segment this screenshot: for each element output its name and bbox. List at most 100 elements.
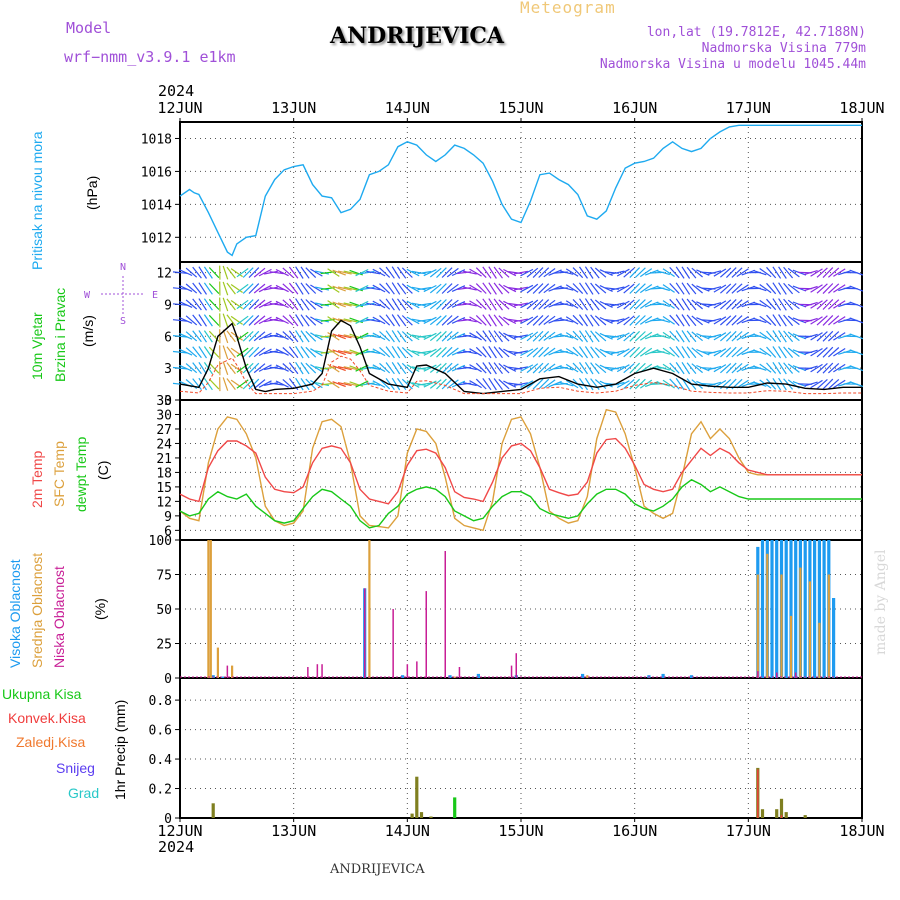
wind-barb bbox=[475, 299, 487, 310]
wind-barb bbox=[669, 378, 680, 390]
wind-barb bbox=[513, 350, 529, 355]
wind-barb bbox=[208, 298, 220, 310]
wind-barb bbox=[417, 302, 432, 307]
wind-unit: (m/s) bbox=[80, 315, 96, 347]
wind-barb bbox=[397, 266, 407, 279]
wind-barb bbox=[584, 346, 594, 359]
wind-barb bbox=[172, 271, 188, 274]
low-cloud-bar bbox=[510, 665, 513, 678]
high-cloud-bar bbox=[822, 540, 826, 678]
wind-barb bbox=[634, 346, 646, 358]
y-tick-label: 0.4 bbox=[149, 753, 173, 768]
wind-barb bbox=[269, 334, 284, 338]
mid-cloud-bar bbox=[368, 540, 371, 678]
wind-barb bbox=[675, 282, 685, 295]
wind-barb bbox=[787, 299, 800, 310]
wind-barb bbox=[538, 346, 550, 358]
high-cloud-bar bbox=[803, 540, 807, 678]
lonlat: lon,lat (19.7812E, 42.7188N) bbox=[646, 25, 866, 40]
wind-barb bbox=[584, 298, 594, 311]
wind-barb bbox=[397, 362, 407, 375]
wind-barb bbox=[725, 267, 737, 279]
wind-barb bbox=[493, 298, 503, 311]
wind-barb bbox=[429, 283, 442, 294]
wind-barb bbox=[475, 346, 487, 358]
wind-barb bbox=[681, 330, 691, 343]
wind-barb bbox=[236, 331, 249, 341]
sfc-temp-line bbox=[179, 408, 862, 532]
wind-barb bbox=[315, 286, 330, 291]
wind-barb bbox=[520, 268, 534, 277]
wind-barb bbox=[185, 315, 198, 326]
wind-barb bbox=[559, 334, 574, 339]
wind-barb bbox=[406, 348, 420, 357]
wind-barb bbox=[662, 363, 675, 373]
wind-barb bbox=[446, 363, 459, 373]
wind-barb bbox=[226, 378, 236, 390]
wind-barb bbox=[366, 366, 381, 370]
wind-barb bbox=[242, 283, 254, 294]
wind-barb bbox=[208, 314, 220, 326]
wind-barb bbox=[822, 330, 834, 342]
wind-barb bbox=[269, 350, 284, 354]
wind-barb bbox=[185, 347, 198, 358]
wind-barb bbox=[822, 378, 834, 390]
high-cloud-bar bbox=[401, 675, 405, 678]
wind-barb bbox=[720, 331, 732, 342]
wind-barb bbox=[275, 380, 289, 388]
pressure-unit: (hPa) bbox=[84, 175, 100, 210]
wind-barb bbox=[572, 330, 584, 342]
wind-barb bbox=[623, 363, 635, 374]
wind-barb bbox=[423, 269, 437, 277]
wind-barb bbox=[475, 362, 487, 374]
pressure-series-line bbox=[179, 124, 862, 257]
time-tick-label-top: 18JUN bbox=[839, 99, 884, 117]
wind-barb bbox=[772, 266, 782, 279]
wind-barb bbox=[778, 298, 787, 311]
wind-barb bbox=[441, 346, 453, 358]
wind-barb bbox=[590, 346, 600, 359]
wind-barb bbox=[725, 346, 737, 358]
wind-barb bbox=[258, 268, 272, 277]
mid-cloud-bar bbox=[780, 574, 783, 678]
wind-barb bbox=[629, 346, 641, 358]
wind-barb bbox=[662, 331, 675, 341]
wind-barb bbox=[752, 301, 767, 308]
wind-barb bbox=[263, 286, 278, 291]
wind-barb bbox=[385, 298, 395, 311]
wind-barb bbox=[783, 314, 794, 327]
time-tick-label-top: 14JUN bbox=[385, 99, 430, 117]
wind-barb bbox=[778, 266, 787, 279]
wind-barb bbox=[446, 267, 459, 278]
wind-barb bbox=[493, 362, 503, 375]
total-precip-bar bbox=[410, 813, 414, 818]
wind-barb bbox=[513, 382, 529, 386]
wind-barb bbox=[639, 315, 653, 325]
wind-barb bbox=[532, 283, 544, 294]
wind-barb bbox=[343, 366, 358, 371]
mid-cloud-bar bbox=[453, 676, 456, 678]
y-tick-label: 21 bbox=[156, 452, 172, 467]
wind-barb bbox=[198, 330, 208, 343]
wind-barb bbox=[397, 282, 407, 295]
wind-barb bbox=[783, 266, 794, 279]
wind-barb bbox=[258, 316, 272, 325]
t2m-line bbox=[179, 437, 862, 505]
sfc-label: SFC Temp bbox=[51, 441, 67, 507]
wind-barb bbox=[498, 362, 510, 374]
wind-barb bbox=[406, 364, 420, 373]
wind-barb bbox=[275, 268, 289, 277]
wind-barb bbox=[623, 267, 635, 278]
total-precip-bar bbox=[784, 812, 788, 818]
wind-barb bbox=[488, 361, 497, 375]
wind-barb bbox=[441, 299, 453, 310]
wind-barb bbox=[849, 349, 864, 356]
wind-barb bbox=[634, 362, 646, 374]
wind-barb bbox=[725, 362, 737, 374]
wind-barb bbox=[203, 298, 213, 311]
wind-barb bbox=[731, 331, 743, 342]
mid-cloud-bar bbox=[818, 622, 821, 678]
wind-barb bbox=[833, 332, 846, 341]
wind-barb bbox=[520, 348, 534, 357]
wind-barb bbox=[288, 330, 299, 343]
